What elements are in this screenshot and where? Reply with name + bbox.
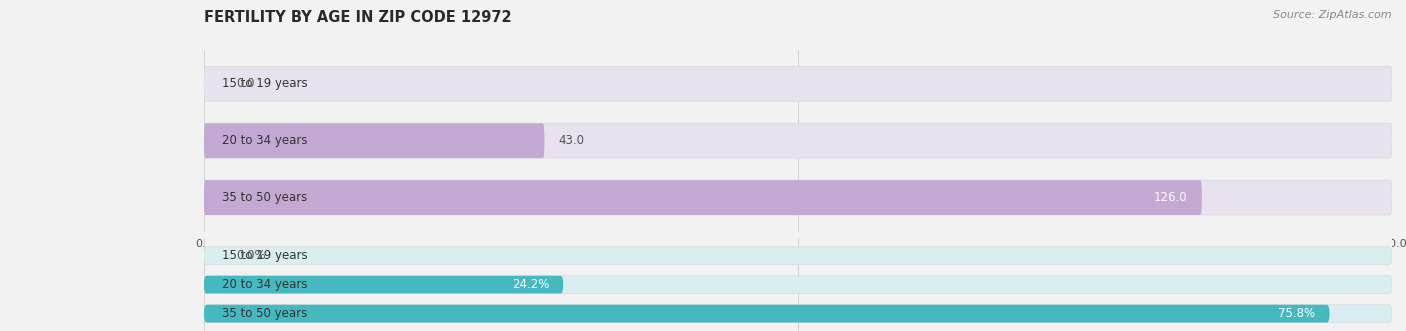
Text: 20 to 34 years: 20 to 34 years <box>222 134 307 147</box>
Text: 0.0%: 0.0% <box>236 249 266 262</box>
Text: 24.2%: 24.2% <box>512 278 548 291</box>
FancyBboxPatch shape <box>204 305 1392 322</box>
Text: 15 to 19 years: 15 to 19 years <box>222 249 308 262</box>
FancyBboxPatch shape <box>204 123 1392 158</box>
FancyBboxPatch shape <box>204 180 1202 215</box>
FancyBboxPatch shape <box>204 66 1392 101</box>
FancyBboxPatch shape <box>204 247 1392 264</box>
Text: 15 to 19 years: 15 to 19 years <box>222 77 308 90</box>
Text: 75.8%: 75.8% <box>1278 307 1315 320</box>
Text: 43.0: 43.0 <box>558 134 585 147</box>
FancyBboxPatch shape <box>204 123 544 158</box>
Text: FERTILITY BY AGE IN ZIP CODE 12972: FERTILITY BY AGE IN ZIP CODE 12972 <box>204 10 512 25</box>
Text: 35 to 50 years: 35 to 50 years <box>222 191 307 204</box>
Text: 126.0: 126.0 <box>1154 191 1188 204</box>
Text: 35 to 50 years: 35 to 50 years <box>222 307 307 320</box>
Text: 0.0: 0.0 <box>236 77 254 90</box>
FancyBboxPatch shape <box>204 276 564 294</box>
FancyBboxPatch shape <box>204 305 1330 322</box>
FancyBboxPatch shape <box>204 180 1392 215</box>
Text: Source: ZipAtlas.com: Source: ZipAtlas.com <box>1274 10 1392 20</box>
Text: 20 to 34 years: 20 to 34 years <box>222 278 307 291</box>
FancyBboxPatch shape <box>204 276 1392 294</box>
